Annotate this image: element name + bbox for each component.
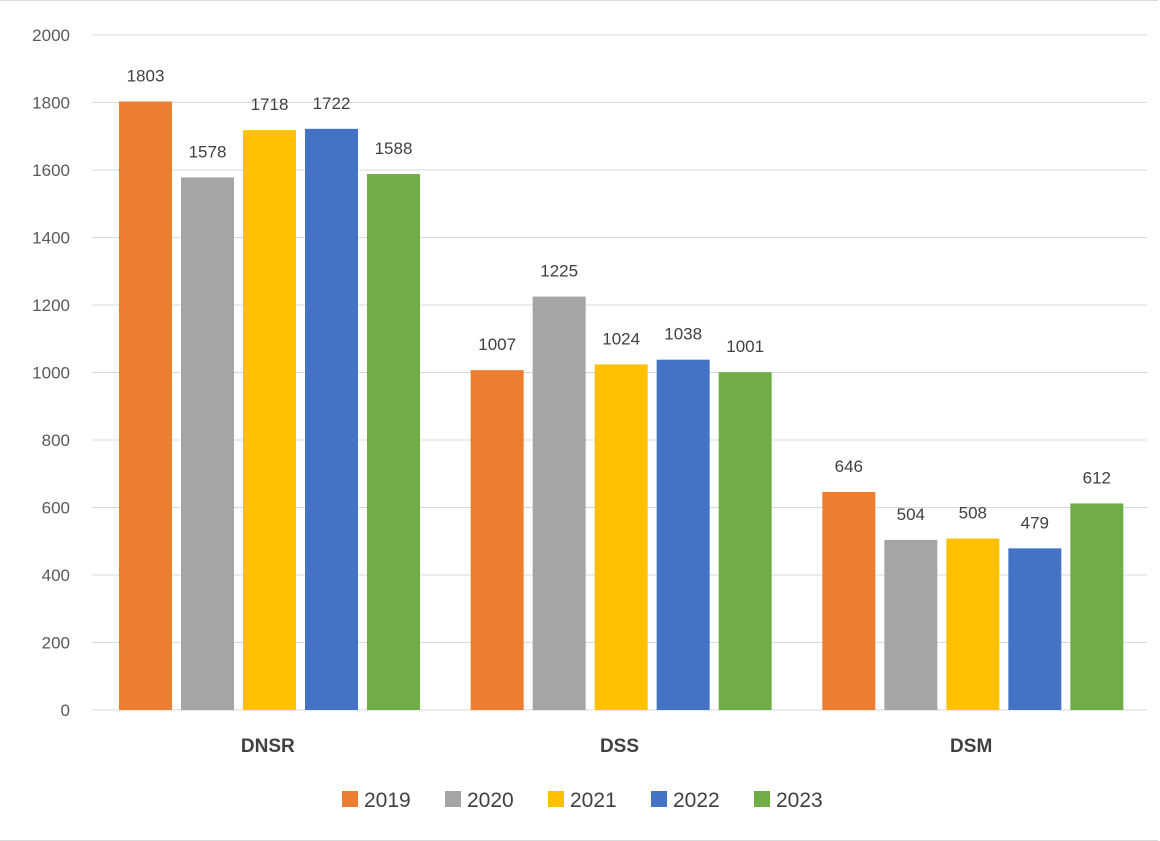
data-label-dnsr-2021: 1718 (251, 95, 289, 114)
y-tick-label: 1400 (32, 229, 70, 248)
data-label-dss-2019: 1007 (478, 335, 516, 354)
y-tick-label: 200 (42, 634, 70, 653)
data-label-dnsr-2023: 1588 (375, 139, 413, 158)
bars (119, 101, 1124, 711)
category-label-dss: DSS (600, 736, 639, 757)
legend-label-2023: 2023 (776, 789, 823, 812)
category-label-dnsr: DNSR (241, 736, 295, 757)
legend-label-2020: 2020 (467, 789, 514, 812)
y-axis-tick-labels: 0 200 400 600 800 1000 1200 1400 1600 1800 2000 (32, 26, 70, 720)
bar-dss-2023 (718, 372, 772, 710)
y-tick-label: 400 (42, 566, 70, 585)
bar-dnsr-2021 (243, 130, 296, 711)
y-tick-label: 1800 (32, 94, 70, 113)
x-axis-category-labels: DNSR DSS DSM (241, 736, 992, 757)
bar-dss-2019 (470, 370, 524, 710)
data-label-dss-2022: 1038 (664, 325, 702, 344)
legend-label-2022: 2022 (673, 789, 720, 812)
legend-swatch-2023 (754, 791, 770, 807)
bar-dnsr-2022 (305, 128, 358, 710)
data-label-dsm-2023: 612 (1083, 468, 1111, 487)
bar-dsm-2021 (946, 538, 1000, 710)
data-label-dsm-2019: 646 (835, 457, 863, 476)
y-tick-label: 1200 (32, 296, 70, 315)
data-label-dss-2021: 1024 (602, 329, 640, 348)
data-label-dss-2023: 1001 (726, 337, 764, 356)
y-tick-label: 1000 (32, 364, 70, 383)
data-label-dsm-2020: 504 (897, 505, 925, 524)
legend-swatch-2022 (651, 791, 667, 807)
bar-dsm-2023 (1070, 503, 1124, 710)
y-tick-label: 1600 (32, 161, 70, 180)
bar-dsm-2020 (884, 539, 938, 710)
bar-dnsr-2019 (119, 101, 172, 711)
bar-dnsr-2023 (367, 174, 420, 711)
data-label-dnsr-2020: 1578 (189, 142, 227, 161)
bar-dss-2022 (656, 359, 710, 710)
bar-dnsr-2020 (181, 177, 234, 711)
y-tick-label: 600 (42, 499, 70, 518)
category-label-dsm: DSM (950, 736, 992, 757)
data-label-dnsr-2022: 1722 (313, 94, 351, 113)
data-labels: 1803 1578 1718 1722 1588 1007 1225 1024 1038 1001… (127, 66, 1111, 532)
data-label-dss-2020: 1225 (540, 262, 578, 281)
legend-swatch-2019 (342, 791, 358, 807)
legend-label-2021: 2021 (570, 789, 617, 812)
y-tick-label: 800 (42, 431, 70, 450)
bar-dsm-2022 (1008, 548, 1062, 710)
bar-dsm-2019 (822, 491, 876, 710)
data-label-dsm-2022: 479 (1021, 513, 1049, 532)
legend: 2019 2020 2021 2022 2023 (342, 789, 823, 812)
data-label-dsm-2021: 508 (959, 504, 987, 523)
bar-dss-2021 (594, 364, 648, 710)
legend-label-2019: 2019 (364, 789, 411, 812)
legend-swatch-2020 (445, 791, 461, 807)
y-tick-label: 2000 (32, 26, 70, 45)
legend-swatch-2021 (548, 791, 564, 807)
data-label-dnsr-2019: 1803 (127, 66, 165, 85)
bar-dss-2020 (532, 296, 586, 710)
y-tick-label: 0 (61, 701, 70, 720)
